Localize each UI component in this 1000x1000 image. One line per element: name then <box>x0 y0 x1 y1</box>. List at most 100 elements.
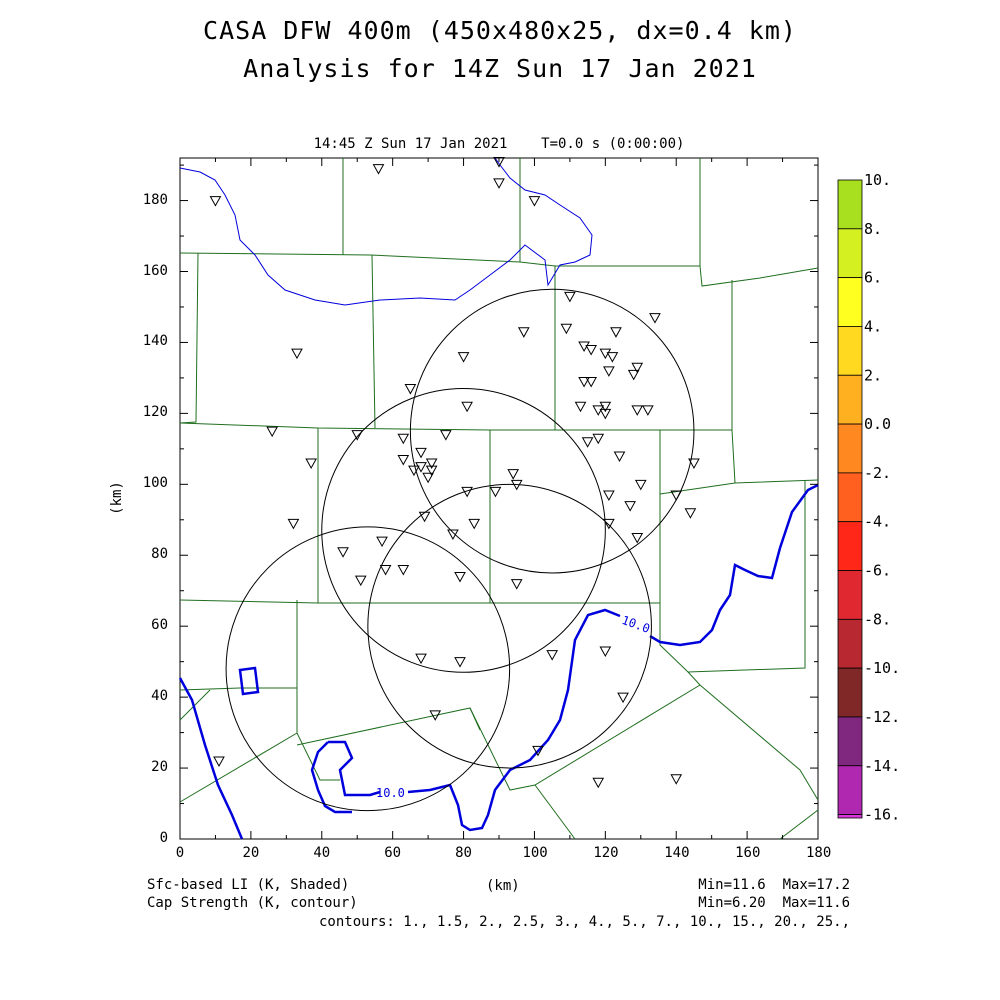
y-tick-label: 140 <box>142 333 168 350</box>
station-marker <box>351 430 364 441</box>
station-marker <box>603 366 615 377</box>
station-marker <box>507 469 520 480</box>
station-marker <box>670 490 683 501</box>
station-marker <box>429 710 442 721</box>
station-marker <box>372 164 385 175</box>
colorbar: 10. 8. 6. 4. 2. 0.0 -2. -4. -6. -8. -10. -12. -14. -1… <box>837 171 900 824</box>
station-marker <box>422 472 434 484</box>
colorbar-label: 0.0 <box>864 415 891 433</box>
county-line <box>296 684 701 791</box>
y-tick-label: 60 <box>151 617 168 634</box>
station-marker <box>447 529 459 540</box>
map-title-line1: CASA DFW 400m (450x480x25, dx=0.4 km) <box>203 16 797 45</box>
colorbar-band <box>837 277 863 327</box>
colorbar-label: -2. <box>864 464 891 482</box>
station-marker <box>599 646 612 658</box>
axis-ticks <box>179 158 819 840</box>
colorbar-band <box>837 472 863 523</box>
station-marker <box>376 536 388 548</box>
station-marker <box>517 327 530 338</box>
contour-line <box>310 741 352 814</box>
station-marker <box>610 327 622 338</box>
county-line <box>779 809 819 840</box>
county-line <box>659 482 736 495</box>
station-marker <box>493 157 505 168</box>
station-marker <box>397 564 410 576</box>
colorbar-label: 10. <box>864 171 891 189</box>
map-title-line2: Analysis for 14Z Sun 17 Jan 2021 <box>243 54 757 83</box>
station-marker <box>606 352 619 363</box>
station-marker <box>592 777 605 789</box>
station-marker <box>631 533 644 544</box>
county-line <box>469 707 481 731</box>
station-marker <box>546 650 559 661</box>
colorbar-band <box>837 326 863 376</box>
station-marker <box>404 384 417 395</box>
radar-rings <box>225 288 695 812</box>
radar-range-ring <box>409 288 695 574</box>
station-marker <box>461 401 473 413</box>
y-tick-label: 100 <box>142 475 168 492</box>
contour-line <box>649 483 819 647</box>
colorbar-label: 8. <box>864 220 882 238</box>
colorbar-band <box>837 423 863 474</box>
station-marker <box>688 458 700 470</box>
station-marker <box>337 547 349 558</box>
station-marker <box>603 490 615 501</box>
y-axis-label: (km) <box>108 481 125 515</box>
station-marker <box>574 401 587 413</box>
x-tick-label: 140 <box>664 845 690 861</box>
y-tick-label: 160 <box>142 262 168 279</box>
county-boundaries <box>179 158 819 840</box>
contour-10 <box>178 483 819 840</box>
colorbar-band <box>837 618 863 669</box>
station-marker <box>599 408 612 420</box>
station-marker <box>266 426 279 438</box>
county-line <box>534 784 576 840</box>
county-line <box>179 599 660 604</box>
y-tick-label: 80 <box>151 546 168 563</box>
x-tick-label: 160 <box>735 845 761 861</box>
x-tick-label: 180 <box>806 845 832 861</box>
station-marker <box>599 401 612 413</box>
station-marker <box>457 352 470 363</box>
contour-field-label: Cap Strength (K, contour) <box>147 895 358 911</box>
colorbar-label: 2. <box>864 366 882 384</box>
y-tick-label: 0 <box>159 830 168 846</box>
contour-line <box>178 677 244 840</box>
valid-time-label: 14:45 Z Sun 17 Jan 2021 T=0.0 s (0:00:00… <box>313 136 685 152</box>
station-marker <box>493 178 505 189</box>
station-marker <box>631 362 644 374</box>
y-tick-label: 180 <box>142 191 168 208</box>
county-line <box>179 689 211 721</box>
x-axis-label: (km) <box>486 878 520 894</box>
colorbar-label: -16. <box>864 806 900 824</box>
water-outlines <box>179 157 593 306</box>
radar-range-ring <box>367 483 652 769</box>
station-marker <box>415 447 427 459</box>
station-marker <box>578 376 590 388</box>
x-tick-label: 100 <box>522 845 548 861</box>
station-marker <box>510 579 523 590</box>
contour-line <box>238 666 260 696</box>
station-marker <box>425 458 438 470</box>
colorbar-label: -4. <box>864 513 891 531</box>
station-marker <box>425 465 438 477</box>
lake-outline <box>179 157 593 306</box>
colorbar-band <box>837 814 863 819</box>
shaded-field-label: Sfc-based LI (K, Shaded) <box>147 877 350 893</box>
station-markers <box>209 157 700 789</box>
station-marker <box>581 437 594 448</box>
station-marker <box>408 465 420 477</box>
colorbar-label: 4. <box>864 317 882 335</box>
station-marker <box>354 575 367 587</box>
colorbar-label: -14. <box>864 757 900 775</box>
station-marker <box>439 430 452 441</box>
station-marker <box>603 518 615 530</box>
colorbar-band <box>837 374 863 425</box>
colorbar-label: 6. <box>864 269 882 287</box>
station-marker <box>560 323 573 335</box>
station-marker <box>627 369 640 381</box>
colorbar-band <box>837 765 863 815</box>
